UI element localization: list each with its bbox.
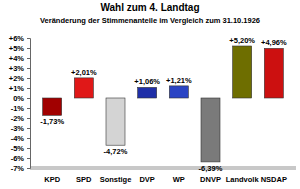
category-label: DVP (139, 175, 154, 184)
bar (233, 46, 252, 98)
tick: -2% (11, 114, 30, 123)
tick-mark (27, 128, 30, 129)
tick: -1% (11, 104, 30, 113)
y-axis: -7%-6%-5%-4%-3%-2%-1%0%+1%+2%+3%+4%+5%+6… (9, 34, 31, 173)
x-labels: KPD SPD Sonstige DVP WP DNVP LandvolkNSDAP (44, 175, 287, 184)
tick-mark (27, 98, 30, 99)
tick-label: +1% (9, 84, 25, 93)
category-label: NSDAP (261, 175, 287, 184)
tick-label: +6% (9, 34, 25, 43)
title: Wahl zum 4. Landtag (100, 2, 199, 13)
tick-label: +5% (9, 44, 25, 53)
bars (43, 46, 284, 162)
tick-mark (27, 148, 30, 149)
tick-mark (27, 108, 30, 109)
tick-label: -1% (11, 104, 25, 113)
data-label: +1,06% (134, 77, 160, 86)
floor (30, 166, 296, 170)
tick-mark (27, 58, 30, 59)
bar (43, 98, 62, 115)
plot: -7%-6%-5%-4%-3%-2%-1%0%+1%+2%+3%+4%+5%+6… (9, 34, 296, 184)
tick-label: +3% (9, 64, 25, 73)
tick: -3% (11, 124, 30, 133)
data-label: -6,39% (199, 164, 223, 173)
category-label: Sonstige (100, 175, 132, 184)
data-label: +4,96% (261, 38, 287, 47)
bar (106, 98, 125, 145)
tick-mark (27, 78, 30, 79)
tick-mark (27, 48, 30, 49)
tick: +6% (9, 34, 30, 43)
category-label: SPD (76, 175, 92, 184)
tick-label: -2% (11, 114, 25, 123)
tick-label: +2% (9, 74, 25, 83)
chart: Wahl zum 4. Landtag Veränderung der Stimm… (0, 0, 300, 189)
tick: 0% (13, 94, 30, 103)
bar (74, 78, 93, 98)
category-label: Landvolk (226, 175, 260, 184)
bar (264, 48, 283, 98)
tick: -7% (11, 164, 30, 173)
tick: +1% (9, 84, 30, 93)
tick: -4% (11, 134, 30, 143)
tick-mark (27, 68, 30, 69)
tick: -5% (11, 144, 30, 153)
category-label: WP (173, 175, 185, 184)
tick-mark (27, 88, 30, 89)
data-label: -1,73% (40, 117, 64, 126)
tick: -6% (11, 154, 30, 163)
tick-label: +4% (9, 54, 25, 63)
tick-label: -6% (11, 154, 25, 163)
bar (169, 86, 188, 98)
category-label: KPD (44, 175, 60, 184)
tick-mark (27, 168, 30, 169)
tick: +2% (9, 74, 30, 83)
data-label: -4,72% (104, 147, 128, 156)
data-label: +1,21% (166, 76, 192, 85)
data-labels: -1,73% +2,01% -4,72% +1,06% +1,21% -6,39% +5,2… (40, 36, 287, 173)
category-label: DNVP (200, 175, 221, 184)
tick: +4% (9, 54, 30, 63)
bar (138, 87, 157, 98)
tick-mark (27, 118, 30, 119)
tick-label: -7% (11, 164, 25, 173)
tick-mark (27, 38, 30, 39)
subtitle: Veränderung der Stimmenanteile im Vergle… (40, 16, 260, 25)
y-axis-line (27, 39, 31, 169)
tick-mark (27, 158, 30, 159)
tick-label: -5% (11, 144, 25, 153)
bar (201, 98, 220, 162)
tick-label: -4% (11, 134, 25, 143)
data-label: +2,01% (71, 68, 97, 77)
tick-label: 0% (13, 94, 24, 103)
data-label: +5,20% (229, 36, 255, 45)
tick-mark (27, 138, 30, 139)
tick: +5% (9, 44, 30, 53)
tick: +3% (9, 64, 30, 73)
tick-label: -3% (11, 124, 25, 133)
